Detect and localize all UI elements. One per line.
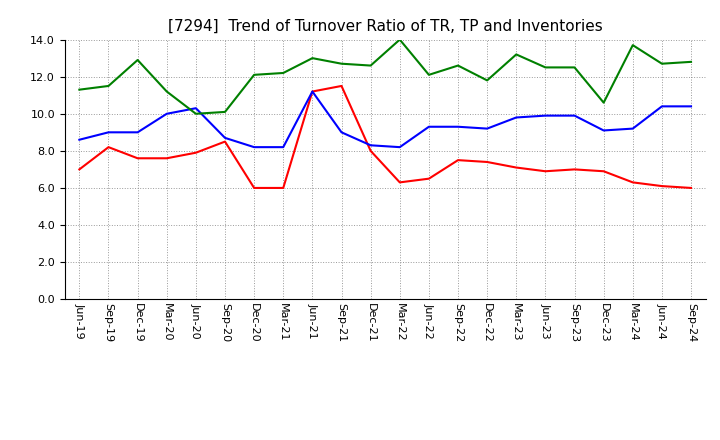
Trade Payables — [366, 143, 375, 148]
Inventories — [279, 70, 287, 76]
Trade Payables — [687, 104, 696, 109]
Inventories — [599, 100, 608, 105]
Line: Trade Payables: Trade Payables — [79, 92, 691, 147]
Trade Receivables — [163, 156, 171, 161]
Trade Receivables — [599, 169, 608, 174]
Trade Receivables — [279, 185, 287, 191]
Inventories — [454, 63, 462, 68]
Title: [7294]  Trend of Turnover Ratio of TR, TP and Inventories: [7294] Trend of Turnover Ratio of TR, TP… — [168, 19, 603, 34]
Trade Receivables — [425, 176, 433, 181]
Trade Receivables — [250, 185, 258, 191]
Inventories — [250, 72, 258, 77]
Line: Inventories: Inventories — [79, 40, 691, 114]
Trade Receivables — [454, 158, 462, 163]
Trade Payables — [570, 113, 579, 118]
Trade Payables — [657, 104, 666, 109]
Inventories — [657, 61, 666, 66]
Trade Payables — [75, 137, 84, 143]
Trade Receivables — [104, 144, 113, 150]
Trade Receivables — [75, 167, 84, 172]
Inventories — [220, 109, 229, 114]
Trade Payables — [250, 144, 258, 150]
Trade Receivables — [395, 180, 404, 185]
Inventories — [133, 57, 142, 62]
Inventories — [337, 61, 346, 66]
Trade Payables — [512, 115, 521, 120]
Trade Payables — [454, 124, 462, 129]
Inventories — [104, 83, 113, 88]
Trade Receivables — [366, 148, 375, 154]
Inventories — [163, 89, 171, 94]
Trade Receivables — [512, 165, 521, 170]
Trade Receivables — [220, 139, 229, 144]
Trade Payables — [279, 144, 287, 150]
Trade Receivables — [483, 159, 492, 165]
Line: Trade Receivables: Trade Receivables — [79, 86, 691, 188]
Trade Payables — [425, 124, 433, 129]
Trade Payables — [220, 135, 229, 140]
Trade Receivables — [687, 185, 696, 191]
Inventories — [308, 55, 317, 61]
Inventories — [192, 111, 200, 117]
Inventories — [541, 65, 550, 70]
Trade Payables — [395, 144, 404, 150]
Inventories — [425, 72, 433, 77]
Inventories — [687, 59, 696, 65]
Trade Payables — [308, 89, 317, 94]
Trade Receivables — [192, 150, 200, 155]
Inventories — [629, 43, 637, 48]
Trade Receivables — [657, 183, 666, 189]
Inventories — [570, 65, 579, 70]
Trade Payables — [133, 130, 142, 135]
Trade Receivables — [629, 180, 637, 185]
Inventories — [512, 52, 521, 57]
Trade Receivables — [570, 167, 579, 172]
Inventories — [75, 87, 84, 92]
Trade Payables — [104, 130, 113, 135]
Trade Payables — [599, 128, 608, 133]
Inventories — [395, 37, 404, 42]
Trade Payables — [541, 113, 550, 118]
Trade Receivables — [133, 156, 142, 161]
Trade Payables — [163, 111, 171, 117]
Trade Payables — [483, 126, 492, 131]
Inventories — [366, 63, 375, 68]
Trade Receivables — [308, 89, 317, 94]
Trade Receivables — [541, 169, 550, 174]
Trade Payables — [629, 126, 637, 131]
Trade Receivables — [337, 83, 346, 88]
Inventories — [483, 78, 492, 83]
Trade Payables — [192, 106, 200, 111]
Trade Payables — [337, 130, 346, 135]
